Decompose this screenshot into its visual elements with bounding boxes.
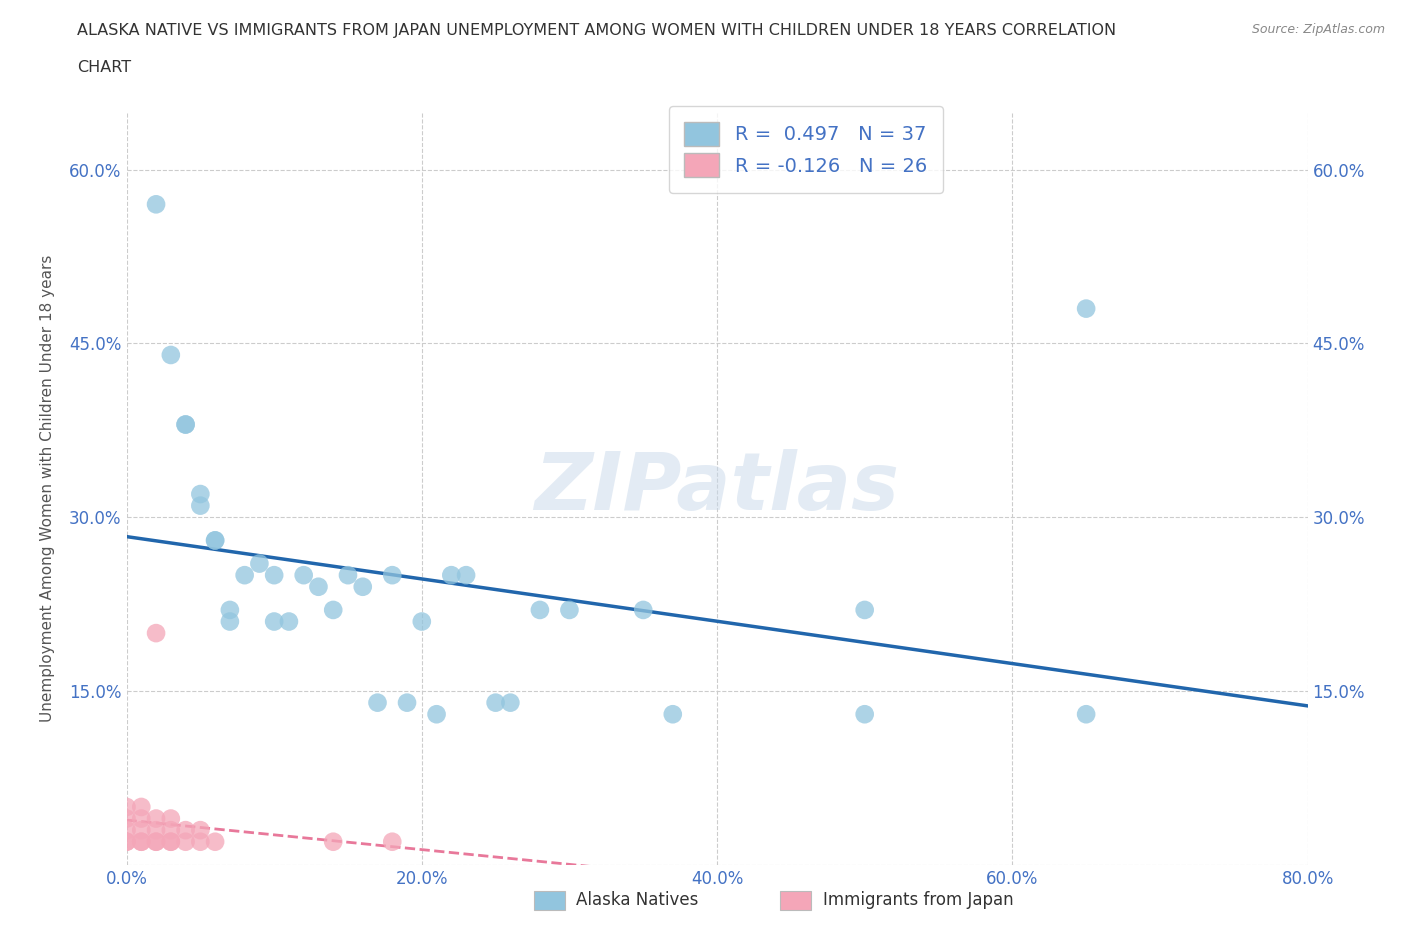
Point xyxy=(129,823,153,838)
Point xyxy=(440,567,463,582)
Y-axis label: Unemployment Among Women with Children Under 18 years: Unemployment Among Women with Children U… xyxy=(41,255,55,722)
Point xyxy=(322,834,344,849)
Text: ALASKA NATIVE VS IMMIGRANTS FROM JAPAN UNEMPLOYMENT AMONG WOMEN WITH CHILDREN UN: ALASKA NATIVE VS IMMIGRANTS FROM JAPAN U… xyxy=(77,23,1116,38)
Point xyxy=(558,603,581,618)
Point xyxy=(219,603,242,618)
Point xyxy=(115,834,138,849)
Point xyxy=(853,707,876,722)
Point xyxy=(145,823,167,838)
Point xyxy=(188,823,212,838)
Text: CHART: CHART xyxy=(77,60,131,75)
Point xyxy=(160,823,183,838)
Point xyxy=(160,811,183,826)
Point xyxy=(115,823,138,838)
Point xyxy=(174,417,197,432)
Point xyxy=(188,834,212,849)
Point xyxy=(308,579,330,594)
Point xyxy=(263,567,285,582)
Point xyxy=(219,614,242,629)
Text: ZIPatlas: ZIPatlas xyxy=(534,449,900,527)
Point xyxy=(129,834,153,849)
Point xyxy=(367,696,389,711)
Point xyxy=(381,834,404,849)
Point xyxy=(160,834,183,849)
Point xyxy=(204,533,226,548)
Point xyxy=(204,533,226,548)
Point xyxy=(115,800,138,815)
Point xyxy=(233,567,256,582)
Point xyxy=(1076,707,1098,722)
Point xyxy=(188,498,212,513)
Point xyxy=(381,567,404,582)
Point xyxy=(322,603,344,618)
Text: Source: ZipAtlas.com: Source: ZipAtlas.com xyxy=(1251,23,1385,36)
Point xyxy=(174,834,197,849)
Point xyxy=(129,834,153,849)
Point xyxy=(352,579,374,594)
Point xyxy=(499,696,522,711)
Point xyxy=(204,834,226,849)
Point xyxy=(115,811,138,826)
Point xyxy=(145,834,167,849)
Point xyxy=(278,614,301,629)
Point xyxy=(263,614,285,629)
Point xyxy=(411,614,433,629)
Point xyxy=(174,823,197,838)
Point xyxy=(425,707,447,722)
Point xyxy=(145,197,167,212)
Point xyxy=(292,567,315,582)
Point xyxy=(1076,301,1098,316)
Legend: R =  0.497   N = 37, R = -0.126   N = 26: R = 0.497 N = 37, R = -0.126 N = 26 xyxy=(669,106,942,193)
Point xyxy=(396,696,419,711)
Point xyxy=(115,834,138,849)
Text: Alaska Natives: Alaska Natives xyxy=(576,891,699,910)
Point xyxy=(484,696,508,711)
Point xyxy=(529,603,551,618)
Point xyxy=(633,603,655,618)
Point xyxy=(160,834,183,849)
Point xyxy=(145,811,167,826)
Point xyxy=(174,417,197,432)
Point xyxy=(853,603,876,618)
Point xyxy=(145,834,167,849)
Text: Immigrants from Japan: Immigrants from Japan xyxy=(823,891,1014,910)
Point xyxy=(249,556,271,571)
Point xyxy=(129,800,153,815)
Point xyxy=(662,707,685,722)
Point xyxy=(456,567,478,582)
Point xyxy=(160,348,183,363)
Point xyxy=(145,626,167,641)
Point xyxy=(188,486,212,501)
Point xyxy=(337,567,360,582)
Point xyxy=(129,811,153,826)
